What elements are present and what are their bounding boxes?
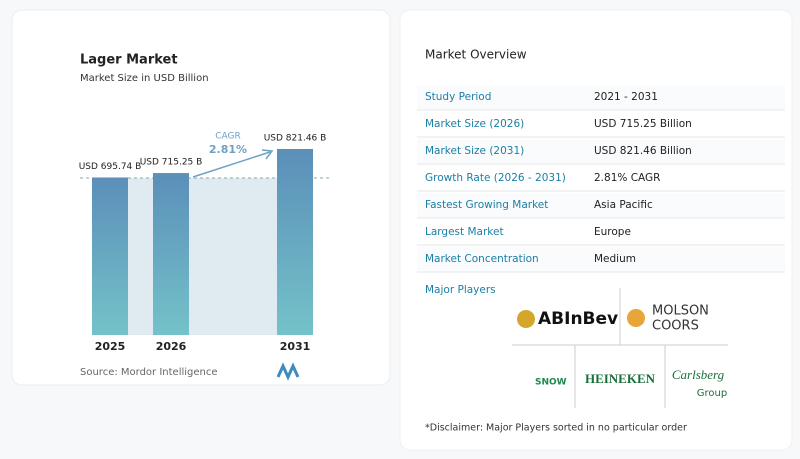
row-value: USD 821.46 Billion: [594, 145, 692, 157]
abinbev-icon: [517, 310, 535, 328]
overview-table: Study Period 2021 - 2031 Market Size (2026…: [417, 85, 785, 273]
player: MOLSON: [652, 304, 709, 319]
row-value: 2.81% CAGR: [594, 172, 660, 184]
row-label: Fastest Growing Market: [425, 199, 548, 211]
x-tick-label: 2025: [95, 340, 126, 353]
player: HEINEKEN: [585, 371, 656, 386]
player: COORS: [652, 319, 699, 334]
row-label: Growth Rate (2026 - 2031): [425, 172, 566, 184]
row-bg: [417, 85, 785, 109]
player: Carlsberg: [672, 367, 725, 382]
row-value: Europe: [594, 226, 631, 238]
row-bg: [417, 112, 785, 136]
player-grid: [512, 288, 728, 408]
row-bg: [417, 247, 785, 271]
row-bg: [417, 193, 785, 217]
value-label: USD 821.46 B: [264, 134, 327, 144]
source: Source: Mordor Intelligence: [80, 367, 218, 378]
row-bg: [417, 139, 785, 163]
growth-area: [128, 178, 277, 335]
row-value: Medium: [594, 253, 636, 265]
bars: USD 695.74 B 2025 USD 715.25 B 2026 USD 821.…: [79, 134, 327, 354]
row-label: Market Size (2026): [425, 118, 524, 130]
row-value: USD 715.25 Billion: [594, 118, 692, 130]
row-label: Study Period: [425, 91, 491, 103]
cagr-arrow: [192, 151, 271, 178]
bar: [153, 173, 189, 335]
x-tick-label: 2031: [280, 340, 311, 353]
value-label: USD 695.74 B: [79, 162, 142, 172]
molson-icon: [627, 309, 645, 327]
row-bg: [417, 220, 785, 244]
row-value: 2021 - 2031: [594, 91, 658, 103]
bar: [277, 149, 313, 335]
row-bg: [417, 166, 785, 190]
player: ABInBev: [538, 309, 618, 329]
overview-title: Market Overview: [425, 48, 527, 62]
row-label: Largest Market: [425, 226, 504, 238]
chart-title: Lager Market: [80, 53, 178, 68]
cagr-value: 2.81%: [209, 143, 247, 156]
disclaimer: *Disclaimer: Major Players sorted in no …: [425, 423, 687, 434]
row-label: Market Size (2031): [425, 145, 524, 157]
x-tick-label: 2026: [156, 340, 187, 353]
chart-subtitle: Market Size in USD Billion: [80, 73, 209, 84]
cagr-label: CAGR: [215, 132, 241, 142]
bar: [92, 177, 128, 335]
row-label: Market Concentration: [425, 253, 539, 265]
player: SNOW: [535, 378, 567, 388]
player: Group: [697, 388, 727, 399]
row-value: Asia Pacific: [594, 199, 653, 211]
value-label: USD 715.25 B: [140, 158, 203, 168]
players-title: Major Players: [425, 284, 496, 296]
logo: [276, 362, 300, 381]
arrow-head: [261, 149, 274, 160]
